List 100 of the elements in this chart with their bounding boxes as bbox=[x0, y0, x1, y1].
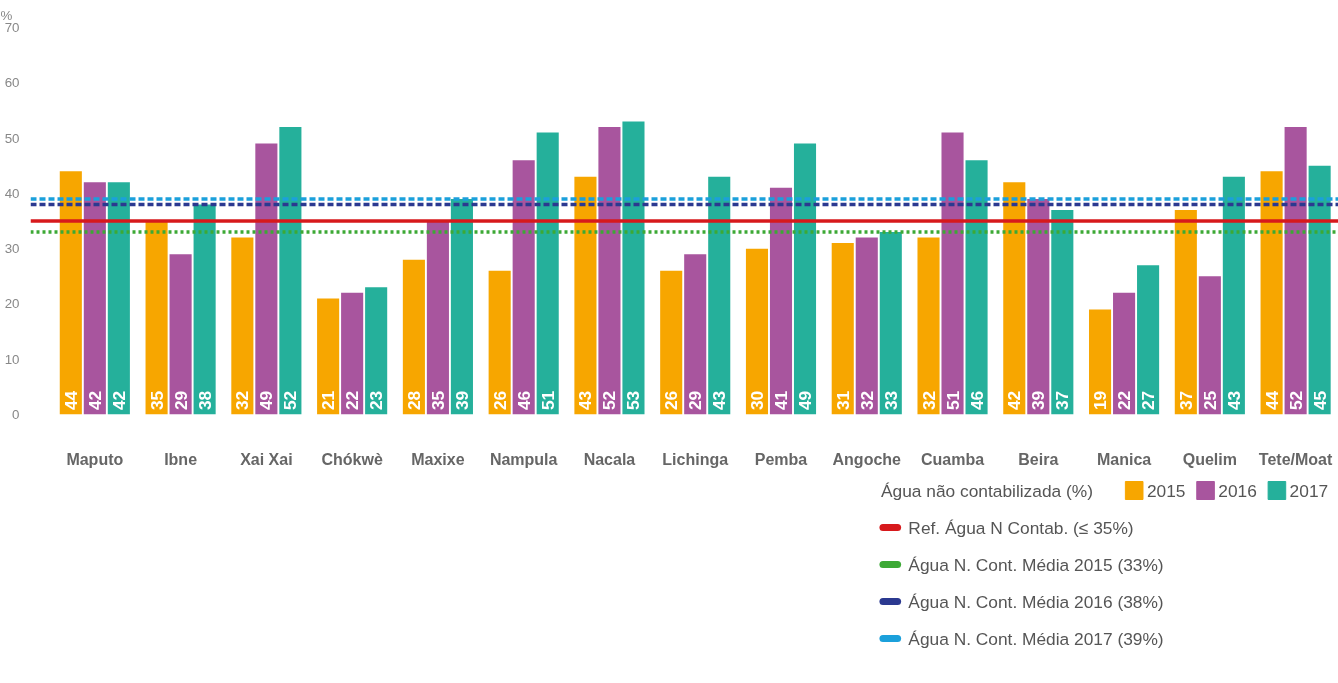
x-tick-label: Ibne bbox=[164, 450, 198, 468]
y-tick-label: 20 bbox=[4, 296, 20, 312]
data-label: 33 bbox=[880, 390, 901, 411]
data-label: 32 bbox=[856, 390, 877, 411]
bar bbox=[660, 270, 683, 415]
legend-title: Água não contabilizada (%) bbox=[880, 480, 1093, 501]
bar bbox=[1308, 165, 1331, 415]
bar bbox=[341, 292, 364, 415]
bar bbox=[708, 176, 731, 415]
data-label: 29 bbox=[685, 390, 706, 411]
data-label: 52 bbox=[1285, 390, 1306, 411]
bar bbox=[965, 160, 988, 415]
bar bbox=[536, 132, 559, 415]
bar bbox=[365, 287, 388, 415]
data-label: 45 bbox=[1309, 390, 1330, 411]
data-label: 39 bbox=[451, 390, 472, 411]
bar bbox=[855, 237, 878, 415]
x-tick-label: Pemba bbox=[754, 450, 808, 468]
bar bbox=[107, 182, 130, 415]
y-tick-label: 60 bbox=[4, 75, 20, 91]
y-axis-title: % bbox=[0, 7, 13, 23]
bar bbox=[831, 243, 854, 415]
bar bbox=[450, 198, 473, 415]
data-label: 26 bbox=[661, 390, 682, 411]
bar bbox=[512, 160, 535, 415]
bar bbox=[684, 254, 707, 415]
bar bbox=[917, 237, 940, 415]
bar bbox=[941, 132, 964, 415]
data-label: 30 bbox=[746, 390, 767, 411]
legend-label: Água N. Cont. Média 2016 (38%) bbox=[908, 591, 1164, 612]
x-tick-label: Nacala bbox=[583, 450, 636, 468]
bar bbox=[1222, 176, 1245, 415]
x-tick-label: Maputo bbox=[66, 450, 124, 468]
legend-label: 2017 bbox=[1289, 480, 1329, 501]
x-tick-label: Manica bbox=[1096, 450, 1152, 468]
bar bbox=[193, 204, 216, 415]
data-label: 53 bbox=[623, 390, 644, 411]
data-label: 26 bbox=[489, 390, 510, 411]
bar bbox=[402, 259, 425, 415]
data-label: 23 bbox=[366, 390, 387, 411]
x-tick-label: Maxixe bbox=[411, 450, 465, 468]
bar bbox=[1137, 265, 1160, 415]
bar bbox=[1174, 209, 1197, 415]
data-label: 25 bbox=[1199, 390, 1220, 411]
x-tick-label: Angoche bbox=[832, 450, 902, 468]
data-label: 42 bbox=[84, 390, 105, 411]
bar bbox=[231, 237, 254, 415]
bar bbox=[279, 127, 302, 415]
data-label: 42 bbox=[108, 390, 129, 411]
data-label: 43 bbox=[709, 390, 730, 411]
bar bbox=[169, 254, 192, 415]
x-tick-label: Cuamba bbox=[920, 450, 985, 468]
data-label: 22 bbox=[1114, 390, 1135, 411]
legend-label: Ref. Água N Contab. (≤ 35%) bbox=[908, 517, 1134, 538]
bar bbox=[1089, 309, 1112, 415]
data-label: 46 bbox=[966, 390, 987, 411]
legend-label: Água N. Cont. Média 2017 (39%) bbox=[908, 628, 1164, 649]
x-tick-label: Nampula bbox=[489, 450, 558, 468]
bar bbox=[255, 143, 278, 415]
data-label: 35 bbox=[146, 390, 167, 411]
data-label: 35 bbox=[427, 390, 448, 411]
data-label: 37 bbox=[1175, 390, 1196, 411]
y-tick-label: 0 bbox=[12, 407, 20, 422]
data-label: 27 bbox=[1138, 390, 1159, 411]
bar bbox=[83, 182, 106, 415]
bar bbox=[1051, 209, 1074, 415]
bar bbox=[426, 221, 449, 415]
data-label: 52 bbox=[599, 390, 620, 411]
bar bbox=[1284, 127, 1307, 415]
x-tick-label: Xai Xai bbox=[240, 450, 293, 468]
data-label: 41 bbox=[770, 390, 791, 411]
bar bbox=[769, 187, 793, 415]
x-tick-label: Lichinga bbox=[662, 450, 729, 468]
data-label: 42 bbox=[1004, 390, 1025, 411]
x-tick-label: Chókwè bbox=[321, 450, 383, 468]
data-label: 22 bbox=[342, 390, 363, 411]
bar bbox=[1113, 292, 1136, 415]
data-label: 44 bbox=[1261, 390, 1282, 411]
bar bbox=[145, 221, 168, 415]
data-label: 19 bbox=[1090, 390, 1111, 411]
bar bbox=[59, 171, 82, 415]
legend-label: Água N. Cont. Média 2015 (33%) bbox=[908, 554, 1164, 575]
data-label: 21 bbox=[318, 390, 339, 411]
data-label: 51 bbox=[537, 390, 558, 411]
data-label: 37 bbox=[1052, 390, 1073, 411]
x-tick-label: Tete/Moat bbox=[1258, 450, 1334, 468]
bar bbox=[574, 176, 597, 415]
bar bbox=[598, 127, 621, 415]
legend-label: 2016 bbox=[1218, 480, 1257, 501]
bar bbox=[622, 121, 645, 415]
data-label: 38 bbox=[194, 390, 215, 411]
data-label: 44 bbox=[60, 390, 81, 411]
bar bbox=[488, 270, 511, 415]
data-label: 49 bbox=[256, 390, 277, 411]
data-label: 39 bbox=[1028, 390, 1049, 411]
bar bbox=[879, 232, 902, 415]
bar bbox=[1003, 182, 1026, 415]
data-label: 43 bbox=[575, 390, 596, 411]
y-tick-label: 40 bbox=[4, 185, 20, 201]
data-label: 31 bbox=[832, 390, 853, 411]
